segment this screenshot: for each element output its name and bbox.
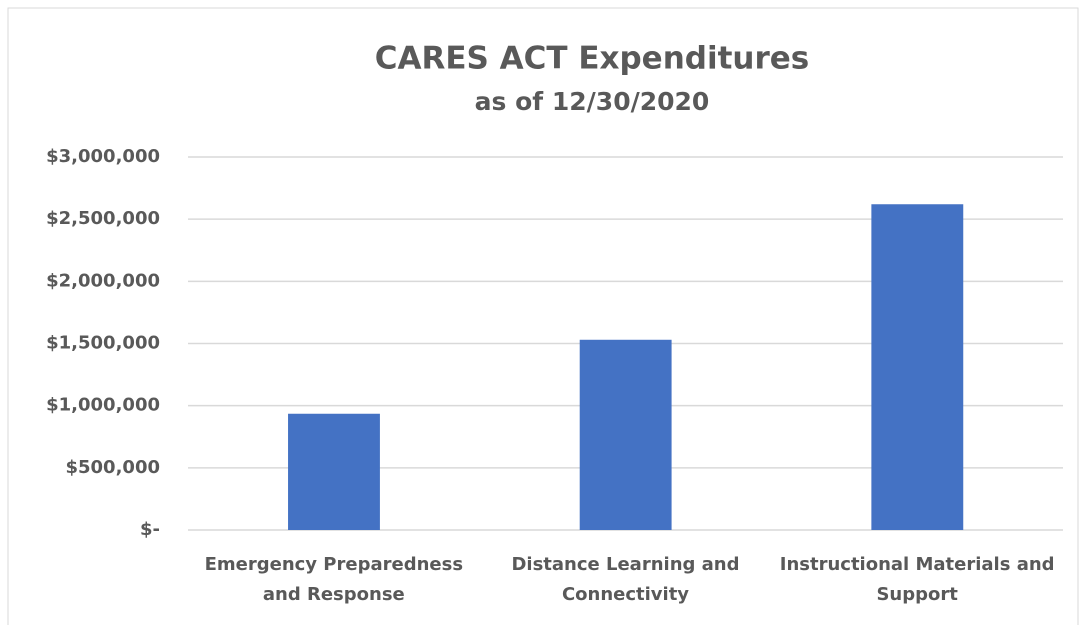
y-tick-label: $2,500,000: [46, 208, 160, 229]
x-tick-label: Instructional Materials and Support: [779, 554, 1055, 605]
x-tick-label: Emergency Preparedness and Response: [204, 554, 464, 605]
y-tick-label: $1,000,000: [46, 395, 160, 416]
bar: [871, 204, 964, 530]
chart-title: CARES ACT Expenditures: [375, 41, 810, 77]
chart-subtitle: as of 12/30/2020: [475, 87, 710, 116]
y-tick-label: $1,500,000: [46, 333, 160, 354]
bar: [288, 413, 380, 530]
y-tick-label: $3,000,000: [46, 146, 160, 167]
y-tick-label: $500,000: [65, 457, 160, 478]
x-tick-label: Distance Learning and Connectivity: [511, 554, 740, 605]
chart-border: [7, 7, 1079, 625]
bar: [579, 339, 672, 530]
y-tick-label: $2,000,000: [46, 270, 160, 291]
y-tick-label: $-: [140, 519, 160, 540]
